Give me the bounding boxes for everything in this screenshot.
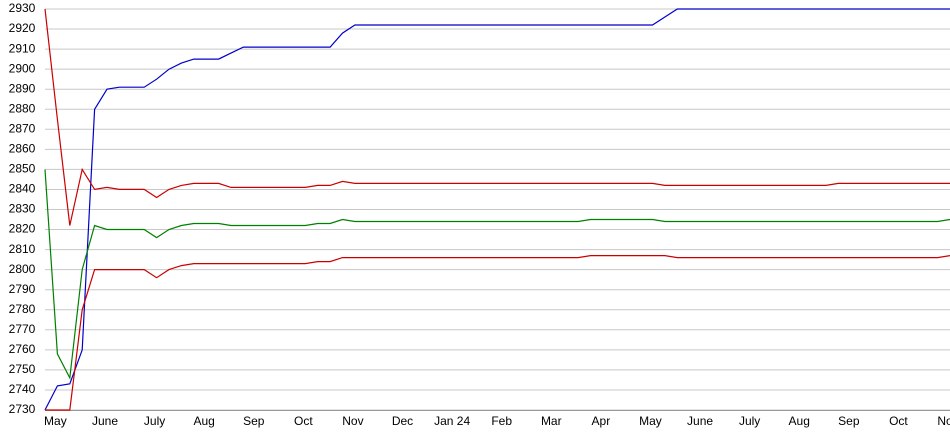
y-tick-label: 2820 <box>9 222 36 236</box>
x-tick-label: May <box>44 414 67 428</box>
x-tick-label: July <box>739 414 760 428</box>
y-tick-label: 2910 <box>9 41 36 55</box>
x-tick-label: Nov <box>342 414 363 428</box>
y-tick-label: 2860 <box>9 142 36 156</box>
x-tick-label: Apr <box>592 414 611 428</box>
y-tick-label: 2780 <box>9 302 36 316</box>
y-tick-label: 2850 <box>9 162 36 176</box>
x-tick-label: Nov <box>937 414 950 428</box>
x-tick-label: Aug <box>193 414 214 428</box>
series-line <box>44 169 950 380</box>
x-tick-label: Aug <box>789 414 810 428</box>
series-line <box>45 255 950 411</box>
y-tick-label: 2730 <box>9 402 36 416</box>
x-tick-label: June <box>687 414 713 428</box>
x-tick-label: Oct <box>889 414 908 428</box>
x-tick-label: Jan 24 <box>434 414 470 428</box>
x-tick-label: Mar <box>541 414 562 428</box>
y-tick-label: 2830 <box>9 202 36 216</box>
y-tick-label: 2890 <box>9 81 36 95</box>
y-tick-label: 2740 <box>9 382 36 396</box>
series-line <box>44 8 950 226</box>
y-tick-label: 2810 <box>9 242 36 256</box>
y-tick-label: 2930 <box>9 1 36 15</box>
x-tick-label: July <box>144 414 165 428</box>
x-tick-label: Dec <box>392 414 413 428</box>
x-tick-label: Oct <box>294 414 313 428</box>
y-tick-label: 2750 <box>9 362 36 376</box>
x-tick-label: Sep <box>243 414 265 428</box>
y-tick-label: 2870 <box>9 121 36 135</box>
series-line <box>44 8 950 411</box>
y-tick-label: 2880 <box>9 101 36 115</box>
x-tick-label: June <box>92 414 118 428</box>
x-tick-label: May <box>639 414 662 428</box>
y-tick-label: 2790 <box>9 282 36 296</box>
x-tick-label: Feb <box>491 414 512 428</box>
y-tick-label: 2900 <box>9 61 36 75</box>
y-tick-label: 2770 <box>9 322 36 336</box>
y-tick-label: 2840 <box>9 182 36 196</box>
y-tick-label: 2800 <box>9 262 36 276</box>
x-tick-label: Sep <box>838 414 860 428</box>
y-tick-label: 2920 <box>9 21 36 35</box>
y-tick-label: 2760 <box>9 342 36 356</box>
